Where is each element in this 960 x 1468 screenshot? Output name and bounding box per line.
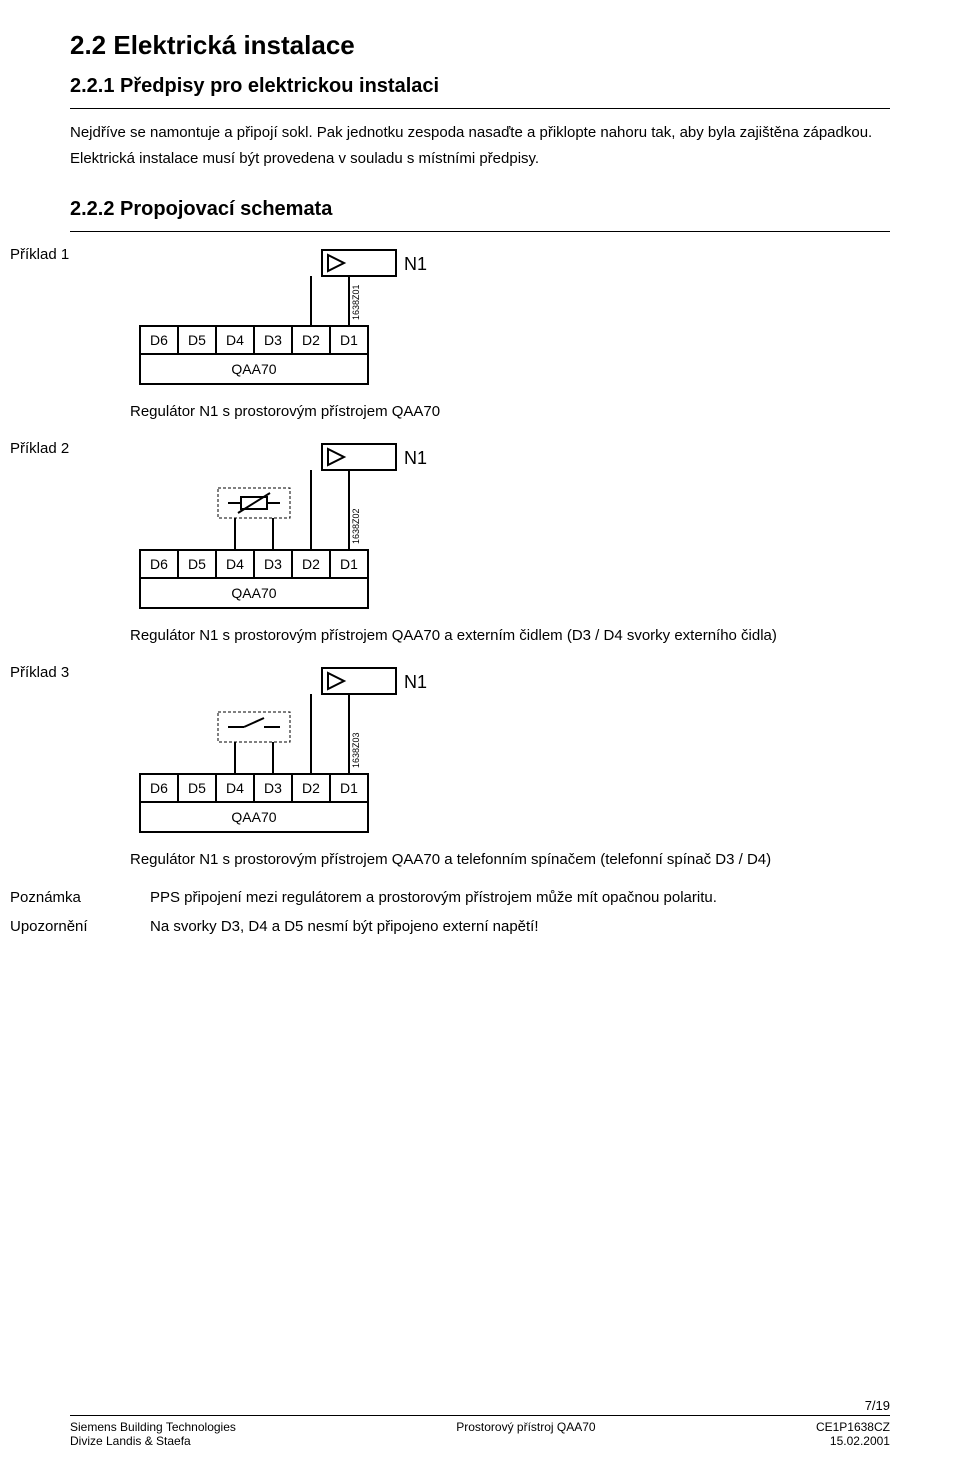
svg-text:D6: D6	[150, 780, 168, 796]
svg-text:N1: N1	[404, 672, 427, 692]
svg-text:D2: D2	[302, 556, 320, 572]
wiring-diagram: N1 1638Z03 D6 D5 D4 D3 D2 D1 QAA70	[130, 664, 478, 844]
svg-text:D6: D6	[150, 332, 168, 348]
paragraph: Nejdříve se namontuje a připojí sokl. Pa…	[70, 123, 890, 143]
diagram-caption: Regulátor N1 s prostorovým přístrojem QA…	[130, 626, 890, 646]
paragraph: Elektrická instalace musí být provedena …	[70, 149, 890, 169]
warning-row: Upozornění Na svorky D3, D4 a D5 nesmí b…	[70, 917, 890, 937]
svg-text:D3: D3	[264, 556, 282, 572]
svg-text:D1: D1	[340, 332, 358, 348]
svg-text:D1: D1	[340, 780, 358, 796]
svg-text:D3: D3	[264, 332, 282, 348]
svg-text:D1: D1	[340, 556, 358, 572]
footer-left1: Siemens Building Technologies	[70, 1420, 236, 1434]
example-row: Příklad 1 N11638Z01D6D5D4D3D2D1QAA70 Reg…	[70, 246, 890, 432]
svg-text:QAA70: QAA70	[231, 809, 276, 825]
divider	[70, 108, 890, 109]
section-title: 2.2 Elektrická instalace	[70, 30, 890, 61]
page-footer: 7/19 Siemens Building Technologies Prost…	[70, 1398, 890, 1448]
svg-text:D6: D6	[150, 556, 168, 572]
svg-text:D2: D2	[302, 780, 320, 796]
svg-text:1638Z01: 1638Z01	[351, 284, 361, 320]
diagram-caption: Regulátor N1 s prostorovým přístrojem QA…	[130, 850, 890, 870]
svg-text:1638Z03: 1638Z03	[351, 732, 361, 768]
svg-text:D4: D4	[226, 332, 244, 348]
footer-right2: 15.02.2001	[830, 1434, 890, 1448]
svg-text:N1: N1	[404, 254, 427, 274]
note-text: PPS připojení mezi regulátorem a prostor…	[150, 888, 890, 908]
svg-text:D5: D5	[188, 332, 206, 348]
diagram-caption: Regulátor N1 s prostorovým přístrojem QA…	[130, 402, 890, 422]
warning-label: Upozornění	[10, 917, 150, 937]
footer-right1: CE1P1638CZ	[816, 1420, 890, 1434]
svg-text:N1: N1	[404, 448, 427, 468]
svg-text:D2: D2	[302, 332, 320, 348]
note-label: Poznámka	[10, 888, 150, 908]
svg-text:QAA70: QAA70	[231, 585, 276, 601]
wiring-diagram: N1 1638Z02 D6 D5 D4 D3 D2 D1 QAA70	[130, 440, 478, 620]
subsection-title-1: 2.2.1 Předpisy pro elektrickou instalaci	[70, 75, 890, 98]
divider	[70, 231, 890, 232]
note-row: Poznámka PPS připojení mezi regulátorem …	[70, 888, 890, 908]
svg-text:D4: D4	[226, 556, 244, 572]
page-number: 7/19	[70, 1398, 890, 1413]
svg-text:D3: D3	[264, 780, 282, 796]
warning-text: Na svorky D3, D4 a D5 nesmí být připojen…	[150, 917, 890, 937]
wiring-diagram: N1 1638Z01 D6 D5 D4 D3 D2 D1 QAA70	[130, 246, 478, 396]
subsection-title-2: 2.2.2 Propojovací schemata	[70, 198, 890, 221]
svg-text:D5: D5	[188, 556, 206, 572]
example-row: Příklad 3 N11638Z03D6D5D4D3D2D1QAA70 Reg…	[70, 664, 890, 880]
svg-text:D4: D4	[226, 780, 244, 796]
svg-text:QAA70: QAA70	[231, 361, 276, 377]
footer-center: Prostorový přístroj QAA70	[456, 1420, 595, 1434]
example-row: Příklad 2 N11638Z02D6D5D4D3D2D1QAA70 Reg…	[70, 440, 890, 656]
svg-text:D5: D5	[188, 780, 206, 796]
svg-text:1638Z02: 1638Z02	[351, 508, 361, 544]
footer-left2: Divize Landis & Staefa	[70, 1434, 191, 1448]
